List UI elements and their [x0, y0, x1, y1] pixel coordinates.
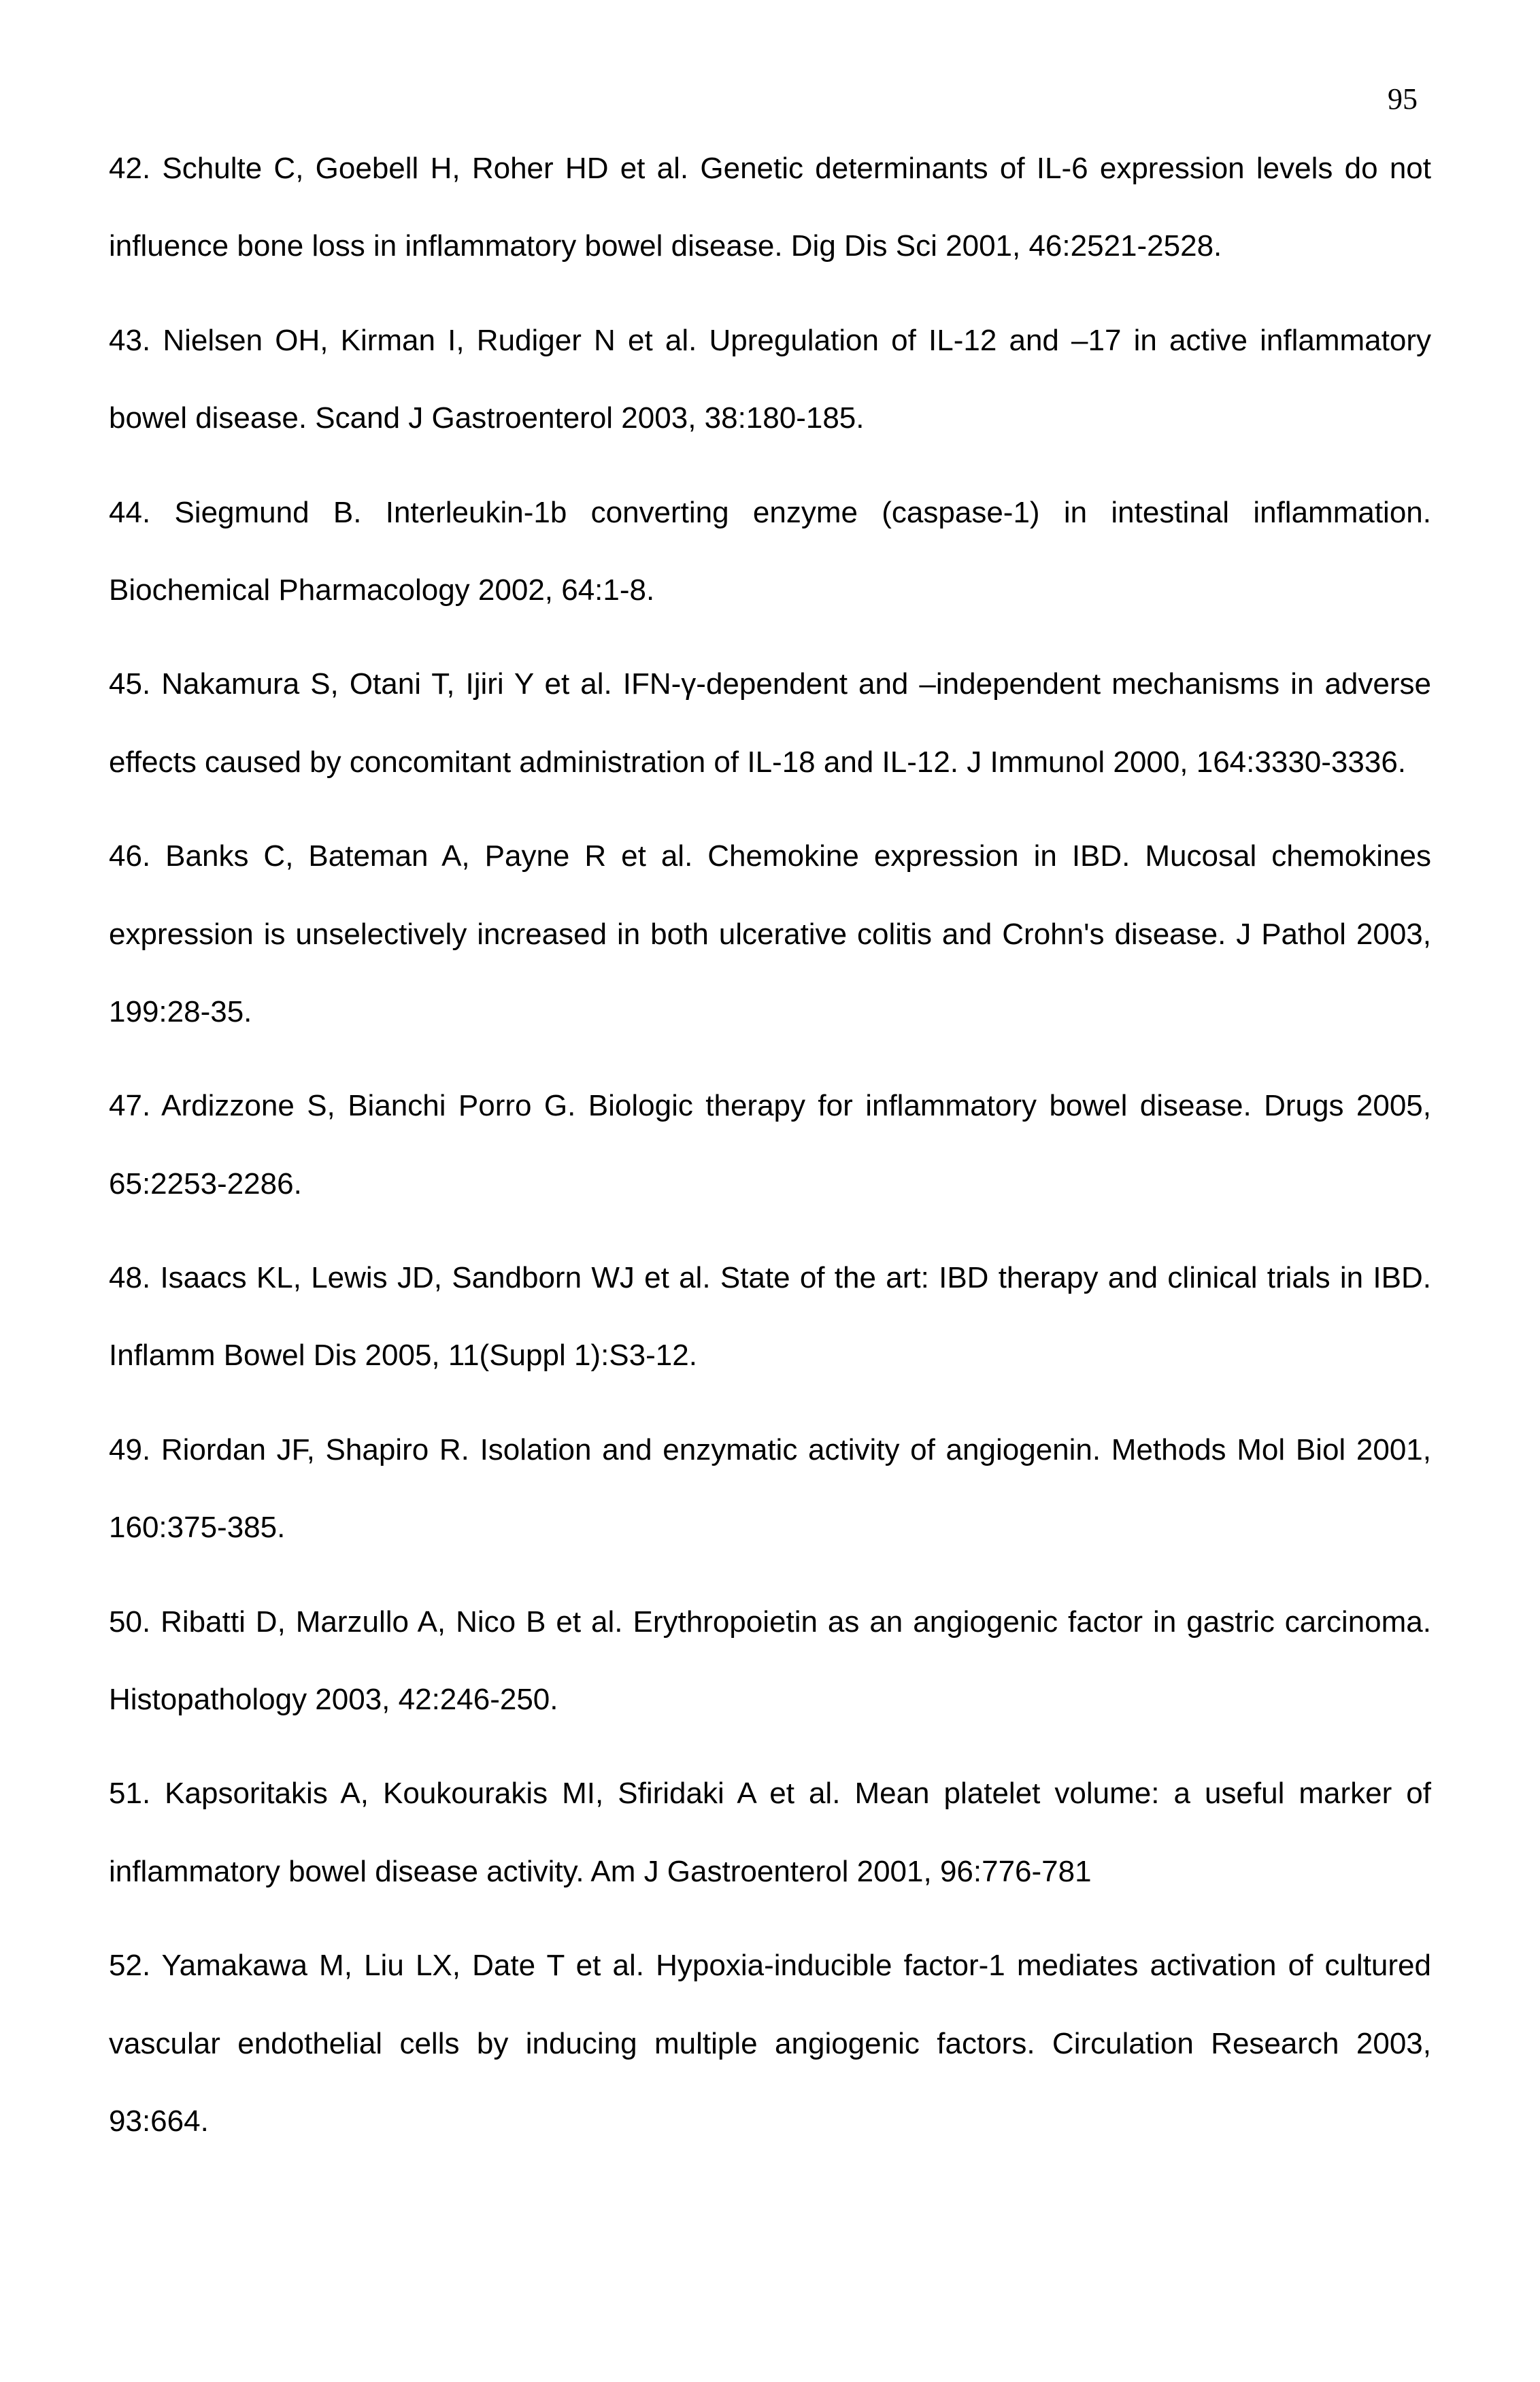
reference-item: 47. Ardizzone S, Bianchi Porro G. Biolog…: [109, 1067, 1431, 1223]
reference-item: 43. Nielsen OH, Kirman I, Rudiger N et a…: [109, 302, 1431, 458]
page-number: 95: [109, 82, 1431, 116]
reference-item: 49. Riordan JF, Shapiro R. Isolation and…: [109, 1411, 1431, 1567]
reference-item: 48. Isaacs KL, Lewis JD, Sandborn WJ et …: [109, 1239, 1431, 1395]
reference-item: 42. Schulte C, Goebell H, Roher HD et al…: [109, 130, 1431, 286]
reference-item: 45. Nakamura S, Otani T, Ijiri Y et al. …: [109, 645, 1431, 801]
reference-item: 52. Yamakawa M, Liu LX, Date T et al. Hy…: [109, 1927, 1431, 2160]
reference-item: 46. Banks C, Bateman A, Payne R et al. C…: [109, 818, 1431, 1051]
reference-item: 44. Siegmund B. Interleukin-1b convertin…: [109, 474, 1431, 630]
reference-item: 51. Kapsoritakis A, Koukourakis MI, Sfir…: [109, 1755, 1431, 1911]
reference-item: 50. Ribatti D, Marzullo A, Nico B et al.…: [109, 1583, 1431, 1739]
